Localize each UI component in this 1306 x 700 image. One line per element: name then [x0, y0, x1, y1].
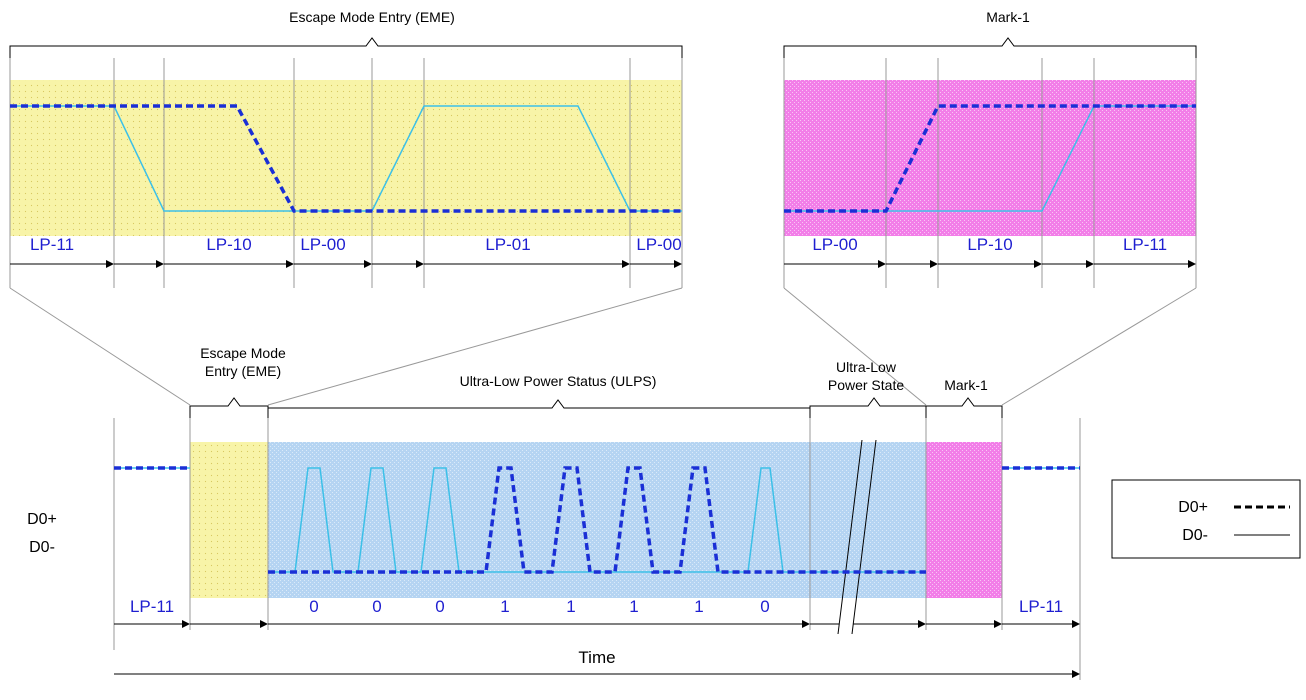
d0-minus-label: D0-	[29, 539, 55, 556]
time-label: Time	[578, 648, 615, 667]
mark-state-label: LP-00	[812, 235, 857, 254]
eme-region	[190, 442, 268, 598]
eme-d0-minus-trace	[10, 105, 682, 212]
legend-label-d0-plus: D0+	[1178, 499, 1208, 516]
legend-label-d0-minus: D0-	[1182, 527, 1208, 544]
ulps-bit: 0	[309, 597, 318, 616]
ulps-bit: 0	[760, 597, 769, 616]
mark-d0-minus-trace	[784, 105, 1196, 212]
mark-top-brace	[783, 37, 1197, 58]
bottom-right-state-label: LP-11	[1019, 597, 1063, 616]
legend-box	[1111, 479, 1301, 559]
eme-state-label: LP-01	[485, 235, 530, 254]
eme-state-label: LP-11	[30, 235, 74, 254]
eme-detail-panel: Escape Mode Entry (EME) LP-11 LP-10 LP-0…	[9, 9, 683, 288]
eme-state-label: LP-00	[300, 235, 345, 254]
mark-dividers	[783, 58, 1197, 288]
mark-small-brace	[925, 397, 1003, 418]
overview-panel: Escape Mode Entry (EME) Ultra-Low Power …	[27, 345, 1081, 680]
eme-state-labels: LP-11 LP-10 LP-00 LP-01 LP-00	[30, 235, 682, 254]
eme-small-title-line2: Entry (EME)	[205, 363, 281, 379]
mark-detail-panel: Mark-1 LP-00 LP-10 LP-11	[783, 9, 1197, 288]
mark-d0-plus-trace	[784, 104, 1196, 213]
overview-d0-plus-trace	[268, 466, 926, 574]
eme-small-brace	[189, 397, 269, 418]
ulps-region	[268, 442, 926, 598]
ulps-bit: 1	[566, 597, 575, 616]
eme-top-title: Escape Mode Entry (EME)	[289, 9, 455, 25]
ulps-bit: 1	[694, 597, 703, 616]
ulps-title: Ultra-Low Power Status (ULPS)	[460, 373, 657, 389]
ulps-bit: 1	[629, 597, 638, 616]
mark-small-title: Mark-1	[944, 377, 988, 393]
ulps-brace	[267, 399, 811, 418]
bottom-left-state-label: LP-11	[130, 597, 174, 616]
ulp-state-brace	[809, 397, 927, 418]
mark-state-label: LP-10	[967, 235, 1012, 254]
ulps-bit: 0	[372, 597, 381, 616]
eme-top-brace	[9, 37, 683, 58]
ulps-bit: 1	[500, 597, 509, 616]
eme-state-label: LP-10	[206, 235, 251, 254]
d0-plus-label: D0+	[27, 511, 57, 528]
zoom-connectors	[9, 287, 1197, 406]
eme-state-label: LP-00	[636, 235, 681, 254]
overview-d0-minus-trace	[268, 467, 926, 573]
mark-state-label: LP-11	[1123, 235, 1167, 254]
eme-d0-plus-trace	[10, 104, 682, 213]
eme-dividers	[9, 58, 683, 288]
ulps-bit: 0	[435, 597, 444, 616]
overview-dividers	[113, 418, 1081, 680]
ulp-state-title-line1: Ultra-Low	[836, 359, 897, 375]
mark-top-title: Mark-1	[986, 9, 1030, 25]
legend: D0+ D0-	[1111, 479, 1301, 559]
time-break-marks	[837, 439, 877, 635]
eme-small-title-line1: Escape Mode	[200, 345, 286, 361]
mark-region	[926, 442, 1002, 598]
mark-state-labels: LP-00 LP-10 LP-11	[812, 235, 1167, 254]
ulp-state-title-line2: Power State	[828, 377, 904, 393]
ulps-bit-labels: 0 0 0 1 1 1 1 0	[309, 597, 769, 616]
